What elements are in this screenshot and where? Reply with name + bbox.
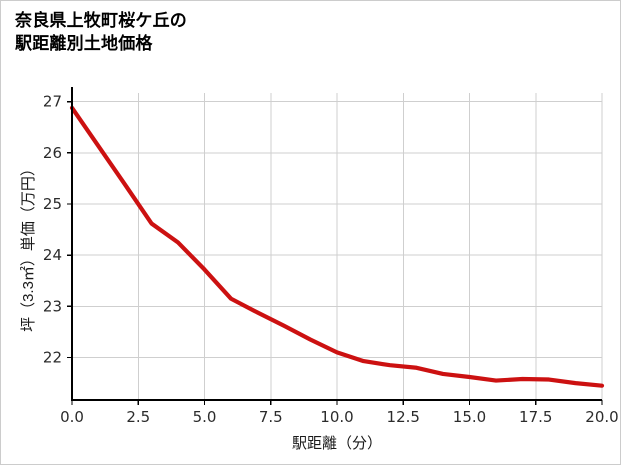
series-lines xyxy=(69,105,605,388)
gridlines xyxy=(72,93,603,400)
series-line-坪単価 xyxy=(69,105,605,388)
x-tick-label: 7.5 xyxy=(259,408,283,426)
x-axis-title: 駅距離（分） xyxy=(292,434,382,452)
x-tick-label: 10.0 xyxy=(320,408,353,426)
y-tick-label: 25 xyxy=(43,195,62,213)
axis-tick-labels: 0.0 2.5 5.0 7.5 10.0 12.5 15.0 17.5 20.0 22 23 24 25… xyxy=(43,93,619,426)
y-tick-label: 22 xyxy=(43,349,62,367)
chart-title: 奈良県上牧町桜ケ丘の 駅距離別土地価格 xyxy=(15,11,187,54)
y-tick-label: 23 xyxy=(43,297,62,315)
x-tick-label: 0.0 xyxy=(60,408,84,426)
x-tick-label: 17.5 xyxy=(519,408,552,426)
x-tick-label: 15.0 xyxy=(453,408,486,426)
y-axis-title: 坪（3.3㎡）単価（万円） xyxy=(20,161,37,332)
y-tick-label: 26 xyxy=(43,144,62,162)
axis-titles: 駅距離（分） 坪（3.3㎡）単価（万円） xyxy=(20,161,382,452)
x-tick-label: 5.0 xyxy=(193,408,217,426)
y-tick-label: 27 xyxy=(43,93,62,111)
x-tick-label: 20.0 xyxy=(585,408,618,426)
x-tick-label: 2.5 xyxy=(126,408,150,426)
axis-ticks xyxy=(67,100,603,405)
x-tick-label: 12.5 xyxy=(387,408,420,426)
y-tick-label: 24 xyxy=(43,246,62,264)
